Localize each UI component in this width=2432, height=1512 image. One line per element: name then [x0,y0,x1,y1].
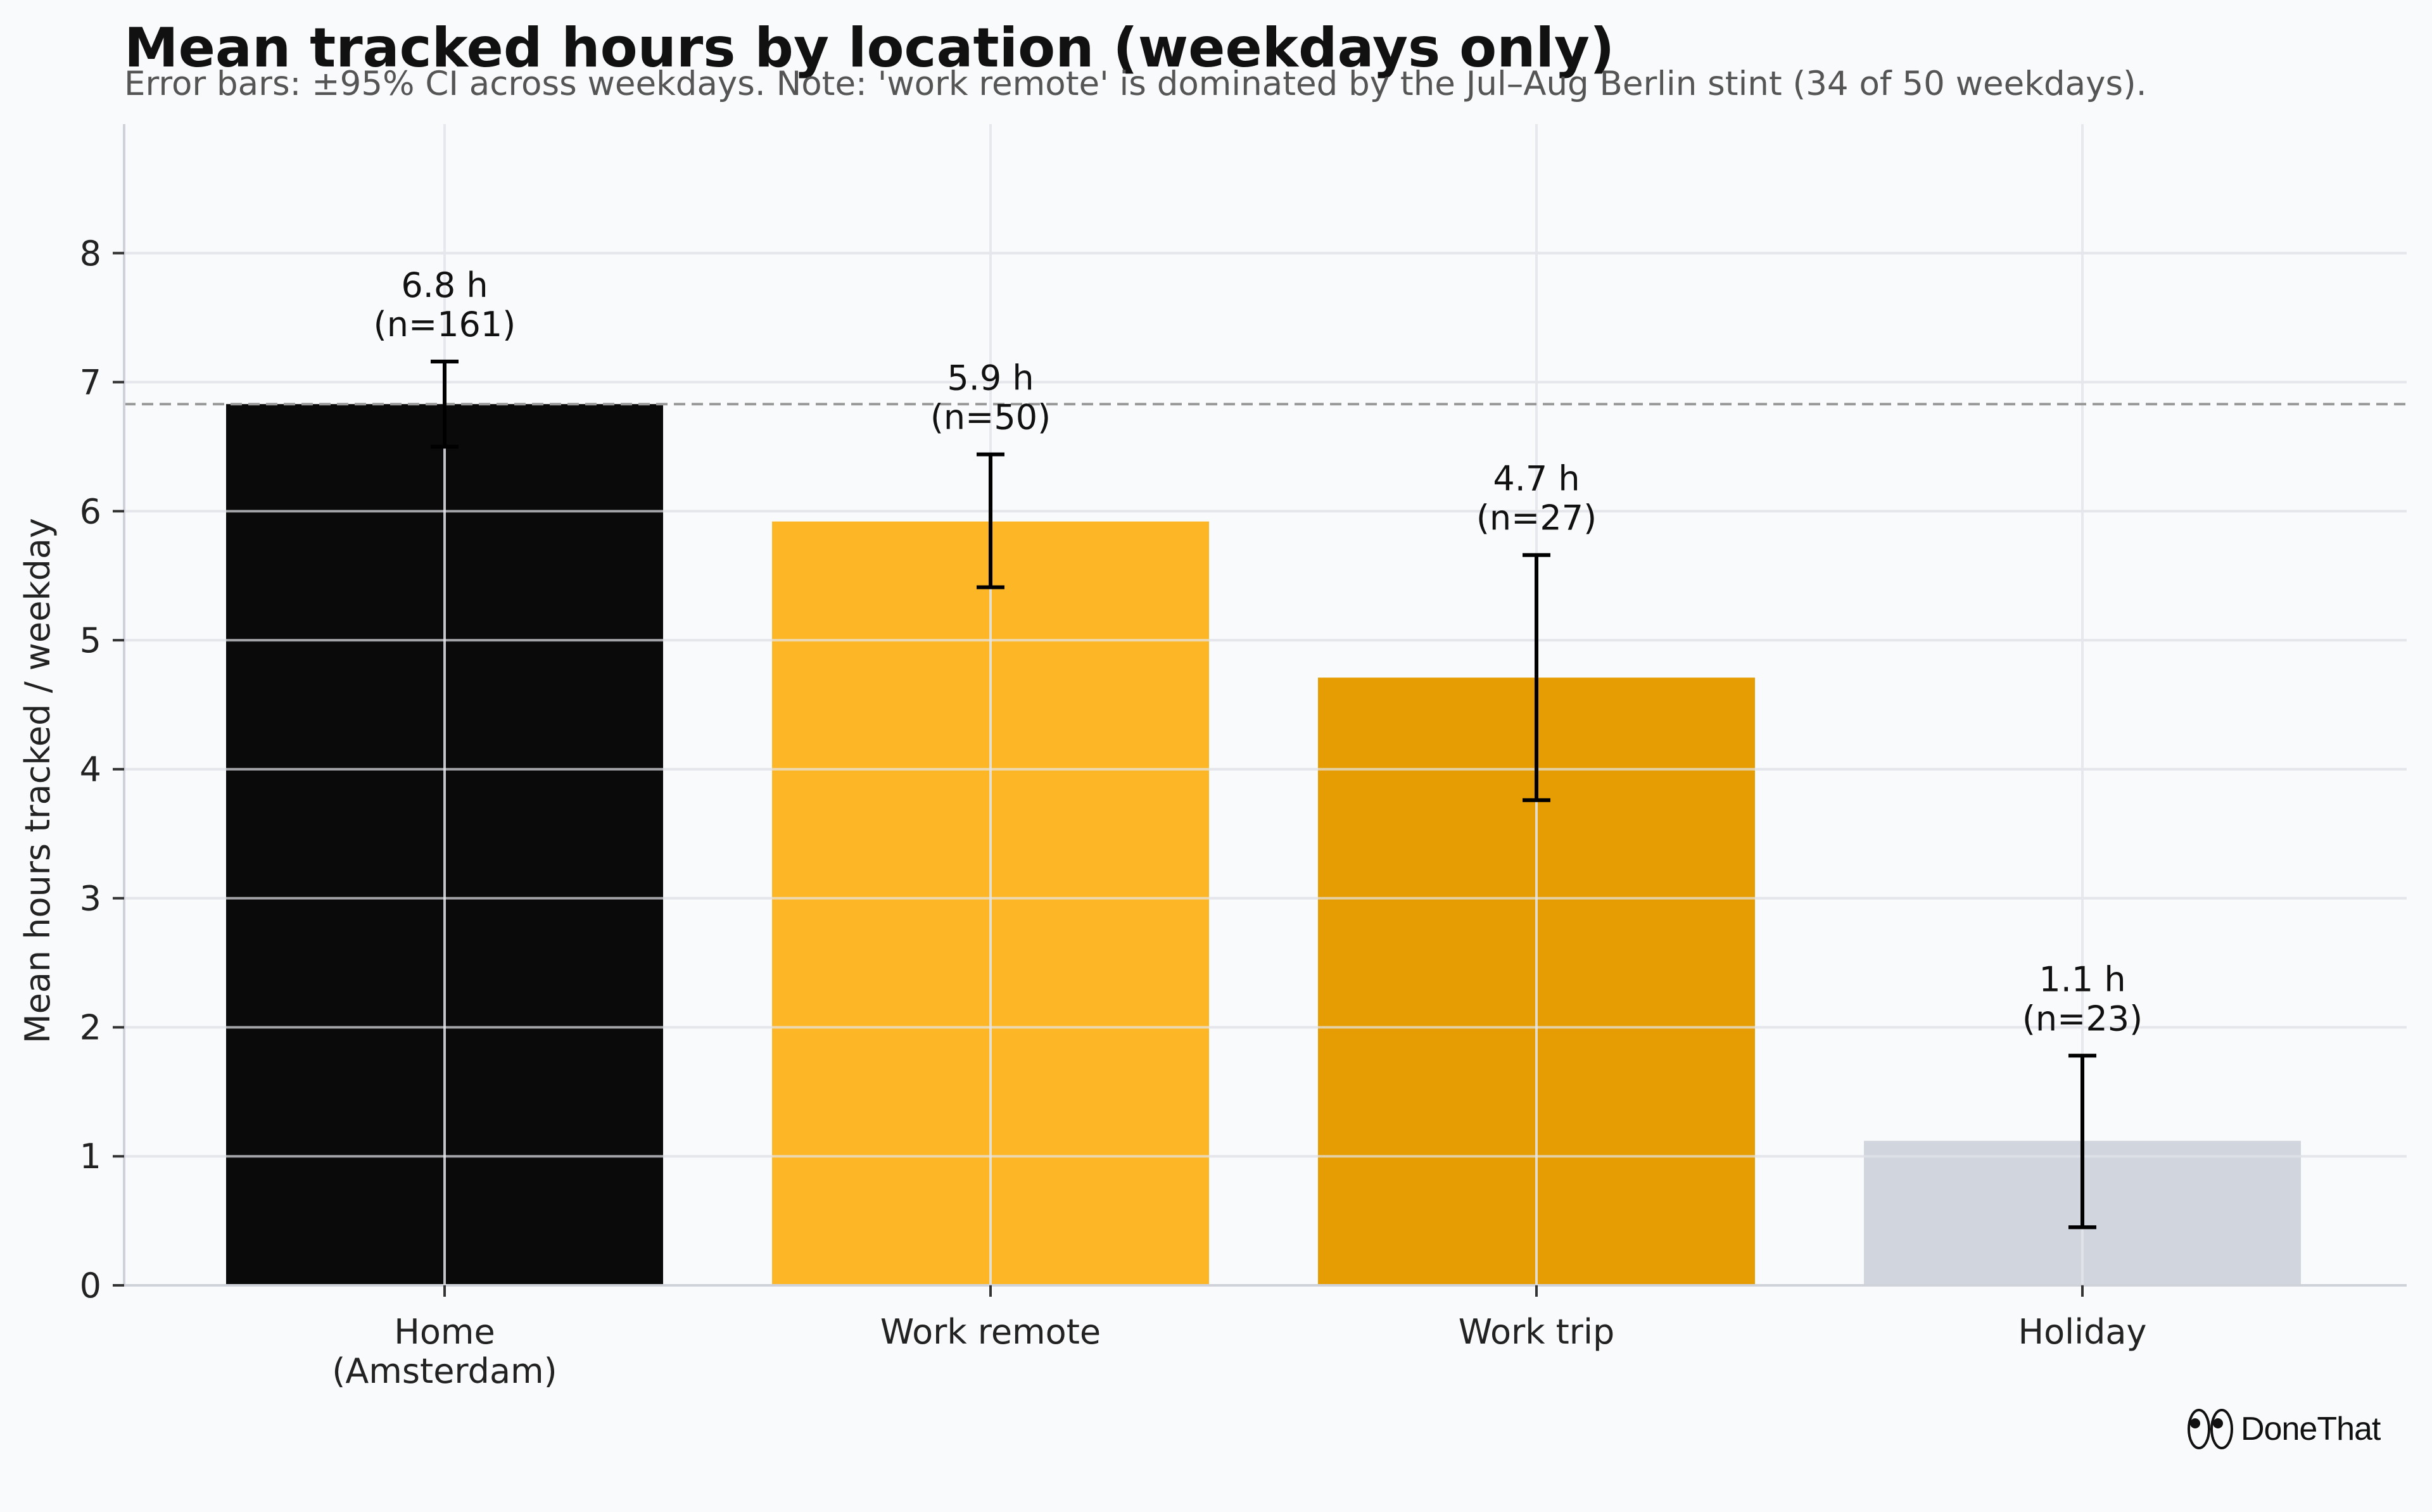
x-tick-label: (Amsterdam) [332,1351,557,1391]
labels-layer: 0 1 2 3 4 5 6 7 8 Mean hours tracked / weekday Hom… [18,234,2146,1391]
x-tick-label: Home [394,1312,495,1352]
data-label: (n=50) [930,398,1051,438]
data-label: (n=23) [2022,999,2143,1038]
data-label: (n=161) [374,305,516,344]
x-tick-label: Work trip [1459,1312,1615,1352]
data-label: 6.8 h [401,265,488,305]
data-label: 1.1 h [2039,959,2125,999]
eyes-icon [2188,1409,2233,1449]
y-tick-label: 7 [80,363,101,403]
chart-title: Mean tracked hours by location (weekdays… [124,16,1615,80]
data-label: (n=27) [1476,498,1597,538]
y-tick-label: 3 [80,879,101,919]
error-bars-layer [431,359,2096,1230]
y-tick-label: 6 [80,491,101,531]
y-tick-label: 5 [80,621,101,660]
brand-logo-text: DoneThat [2241,1411,2381,1447]
data-label: 4.7 h [1493,459,1580,499]
axes-layer [113,124,2407,1297]
y-tick-label: 2 [80,1007,101,1047]
y-tick-label: 4 [80,750,101,790]
chart-subtitle: Error bars: ±95% CI across weekdays. Not… [124,65,2147,103]
y-tick-label: 1 [80,1137,101,1176]
y-tick-label: 8 [80,234,101,274]
data-label: 5.9 h [947,358,1034,398]
x-tick-label: Holiday [2018,1312,2147,1352]
y-axis-label: Mean hours tracked / weekday [18,518,58,1043]
x-tick-label: Work remote [880,1312,1101,1352]
bars-layer [226,404,2301,1286]
vertical-grid-layer [124,124,2407,1285]
brand-logo: DoneThat [2186,1407,2381,1451]
y-tick-label: 0 [80,1266,101,1306]
